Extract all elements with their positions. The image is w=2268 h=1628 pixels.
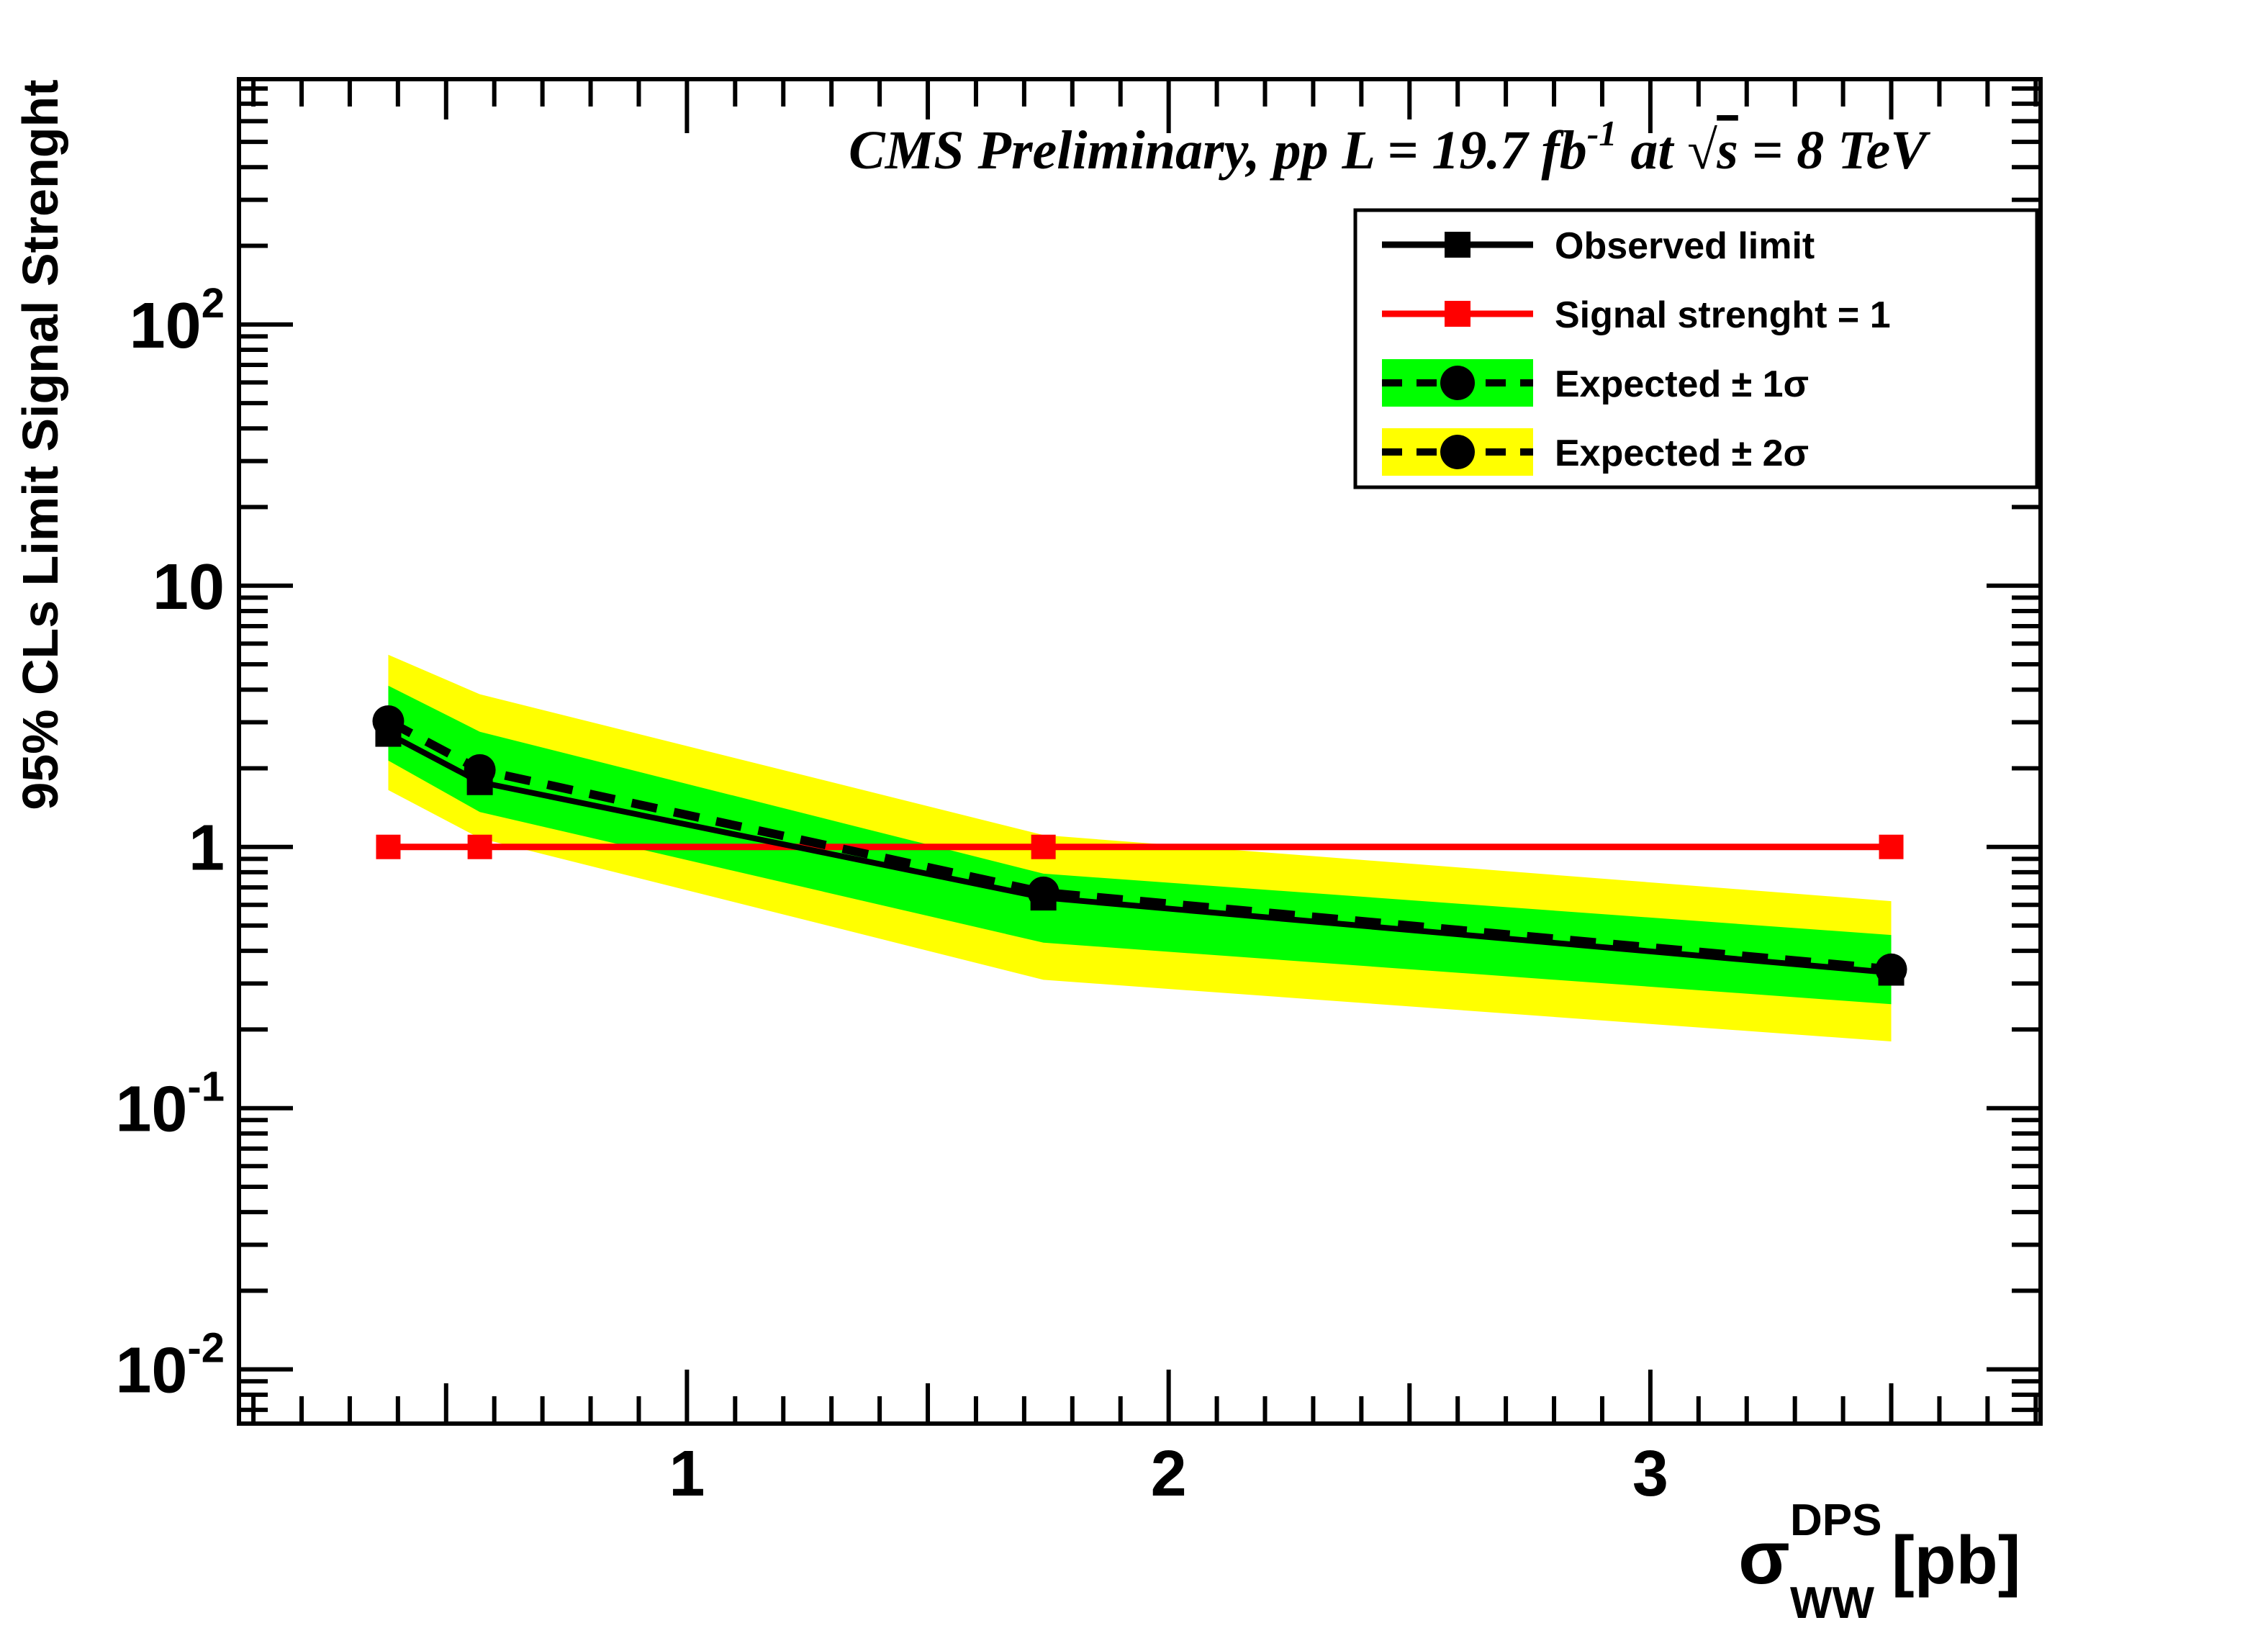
signal-strength-marker <box>376 834 401 859</box>
signal-strength-marker <box>1879 834 1904 859</box>
signal-strength-marker <box>467 834 492 859</box>
legend-item-label: Expected ± 1σ <box>1555 363 1809 405</box>
legend-expected-marker <box>1440 366 1475 400</box>
y-tick-label: 10-1 <box>115 1064 225 1146</box>
legend-item-label: Expected ± 2σ <box>1555 433 1809 474</box>
axis-tick-labels: 1 2 3 102 10 1 10-1 10-2 <box>115 280 1668 1510</box>
expected-limit-line <box>386 717 1892 974</box>
band-1sigma <box>388 685 1892 1005</box>
legend-observed-marker <box>1445 232 1470 258</box>
y-tick-label: 10-2 <box>115 1325 225 1407</box>
legend-item-label: Signal strenght = 1 <box>1555 294 1891 336</box>
expected-limit-marker <box>1027 876 1060 908</box>
x-tick-label: 3 <box>1632 1438 1668 1510</box>
data-series <box>372 705 1907 986</box>
plot-title: CMS Preliminary, pp L = 19.7 fb-1 at √s … <box>849 113 1930 181</box>
y-axis-title: 95% CLs Limit Signal Strenght <box>12 79 68 810</box>
y-tick-label: 1 <box>189 813 225 885</box>
expected-limit-marker <box>372 705 405 737</box>
plot-frame <box>237 77 2043 1426</box>
observed-limit-line <box>387 731 1892 976</box>
legend-item: Observed limit <box>1382 225 1815 267</box>
legend: Observed limit Signal strenght = 1 Expecte… <box>1353 208 2039 489</box>
legend-signal-marker <box>1445 301 1470 327</box>
signal-strength-marker <box>1031 834 1056 859</box>
x-tick-label: 1 <box>669 1438 705 1510</box>
legend-item: Expected ± 2σ <box>1382 428 1809 476</box>
legend-item: Signal strenght = 1 <box>1382 294 1891 336</box>
legend-item: Expected ± 1σ <box>1382 359 1809 407</box>
x-axis-title: σ DPS WW [pb] <box>1738 1496 2020 1628</box>
x-tick-label: 2 <box>1151 1438 1187 1510</box>
expected-limit-marker <box>1875 953 1907 985</box>
legend-expected-marker <box>1440 435 1475 469</box>
expected-limit-marker <box>464 754 496 786</box>
y-tick-label: 10 <box>153 551 225 623</box>
y-tick-label: 102 <box>130 280 225 362</box>
legend-item-label: Observed limit <box>1555 225 1815 267</box>
